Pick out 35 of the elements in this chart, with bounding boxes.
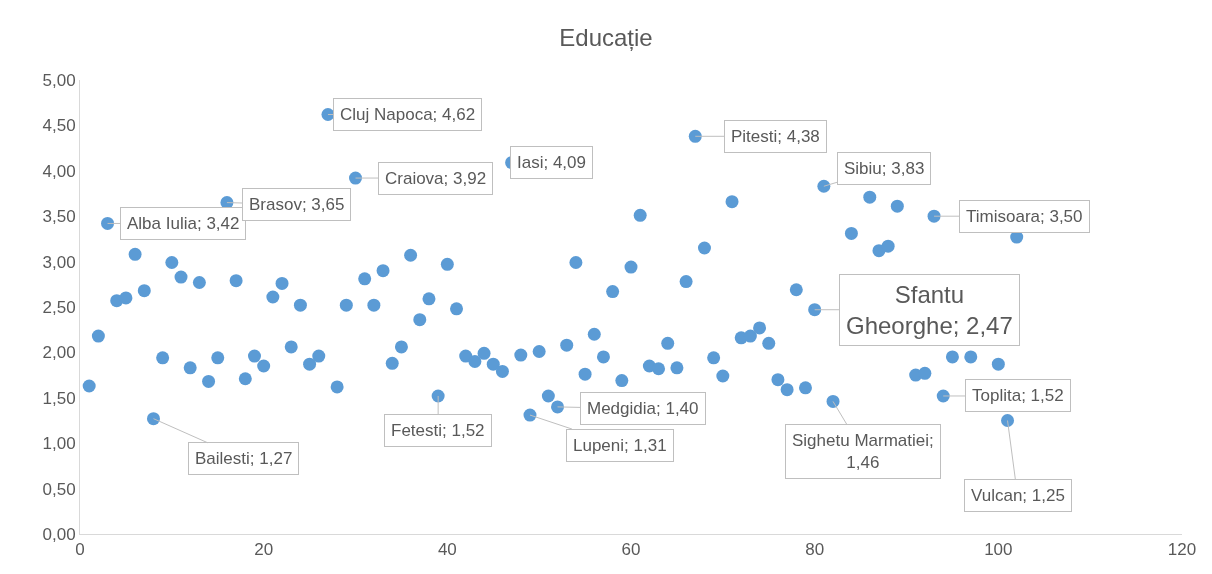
y-tick-label: 2,00 [42,343,76,363]
annotation: Lupeni; 1,31 [573,436,667,455]
x-tick-label: 60 [621,540,641,560]
y-tick-label: 1,50 [42,388,76,408]
annotation: Timisoara; 3,50 [966,207,1083,226]
y-tick-label: 2,50 [42,297,76,317]
annotation: Bailesti; 1,27 [195,449,293,468]
y-tick-label: 0,00 [42,524,76,544]
annotation: Craiova; 3,92 [385,169,487,188]
x-tick-label: 0 [75,540,85,560]
annotation: Brasov; 3,65 [249,195,345,214]
x-tick-label: 120 [1167,540,1197,560]
annotation: Cluj Napoca; 4,62 [340,105,476,124]
chart-title: Educație [559,23,653,51]
annotation: Iasi; 4,09 [517,153,586,172]
annotation: Sfantu Gheorghe; 2,47 [846,281,1013,340]
annotation: Medgidia; 1,40 [587,399,699,418]
annotation: Sighetu Marmatiei; 1,46 [792,431,934,473]
y-tick-label: 3,00 [42,252,76,272]
y-tick-label: 5,00 [42,70,76,90]
y-tick-label: 3,50 [42,207,76,227]
y-tick-label: 0,50 [42,479,76,499]
y-tick-label: 4,50 [42,116,76,136]
annotation: Toplita; 1,52 [972,386,1064,405]
annotation: Alba Iulia; 3,42 [127,214,240,233]
x-tick-label: 80 [805,540,825,560]
y-tick-label: 4,00 [42,161,76,181]
annotation: Vulcan; 1,25 [971,486,1065,505]
annotation: Sibiu; 3,83 [844,159,925,178]
annotation: Fetesti; 1,52 [391,421,485,440]
x-tick-label: 40 [437,540,457,560]
x-tick-label: 20 [254,540,274,560]
x-tick-label: 100 [984,540,1013,560]
y-tick-label: 1,00 [42,434,76,454]
annotation: Pitesti; 4,38 [731,127,820,146]
